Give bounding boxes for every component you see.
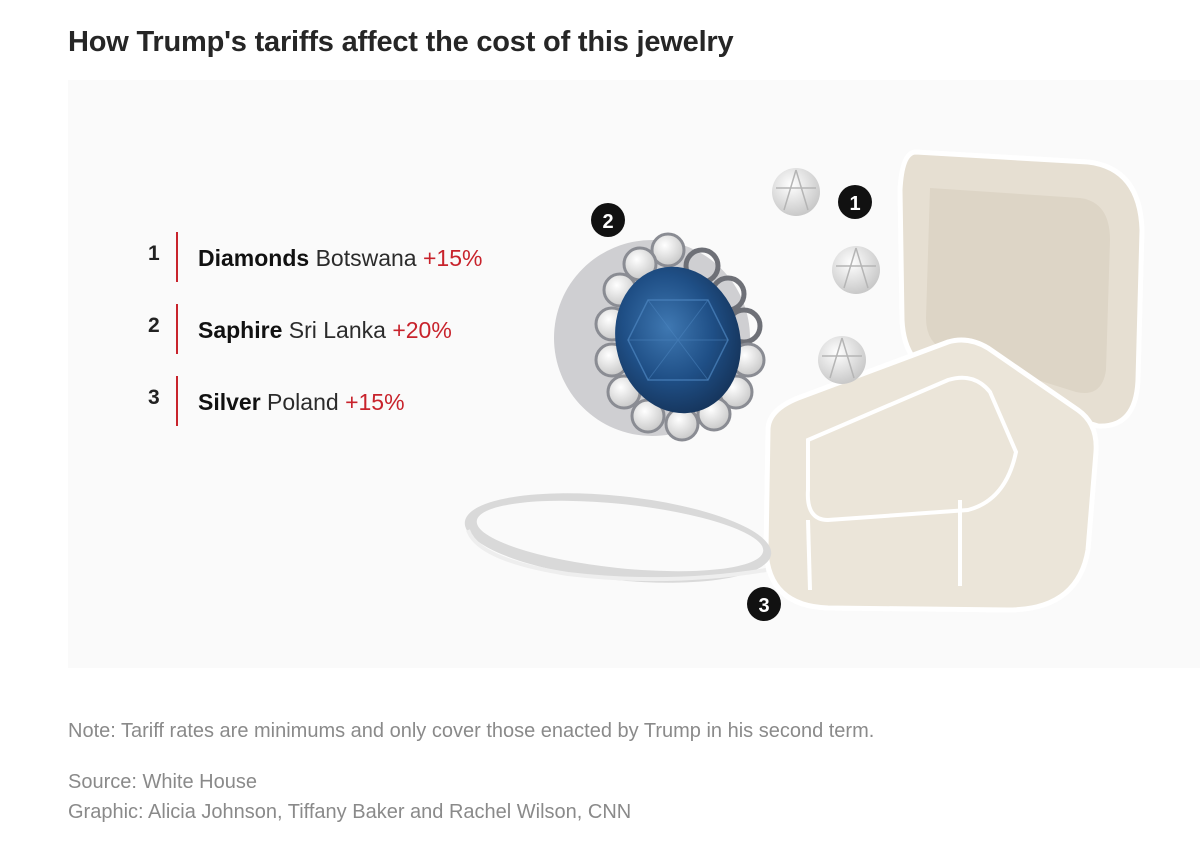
legend-rate: +20% [392,317,452,343]
marker-1: 1 [838,185,872,219]
legend-country: Sri Lanka [288,317,386,343]
legend-row-saphire: 2 Saphire Sri Lanka +20% [68,304,488,354]
legend-number: 2 [148,314,160,337]
legend-divider [176,304,178,354]
legend-country: Botswana [315,245,417,271]
legend-material: Silver [198,389,261,415]
legend-material: Saphire [198,317,283,343]
legend-rate: +15% [345,389,405,415]
ring-box-icon [763,149,1145,613]
source-line: Source: White House [68,771,257,793]
legend-number: 1 [148,242,160,265]
legend-divider [176,232,178,282]
legend-material: Diamonds [198,245,310,271]
legend-country: Poland [267,389,339,415]
credit-line: Graphic: Alicia Johnson, Tiffany Baker a… [68,801,632,823]
marker-label: 1 [849,193,860,215]
legend-divider [176,376,178,426]
jewelry-illustration: 1 2 3 [464,149,1145,621]
legend-row-diamonds: 1 Diamonds Botswana +15% [68,232,488,282]
diamond-icon [832,246,880,294]
marker-label: 2 [602,211,613,233]
diamond-icon [772,168,820,216]
legend-number: 3 [148,386,160,409]
silver-band-icon [464,493,772,583]
diamond-icon [818,336,866,384]
marker-label: 3 [758,595,769,617]
footnote: Note: Tariff rates are minimums and only… [68,720,875,742]
marker-3: 3 [747,587,781,621]
legend-rate: +15% [422,245,483,271]
marker-2: 2 [591,203,625,237]
sapphire-ring-icon [554,232,766,442]
illustration-panel: 1 Diamonds Botswana +15% 2 Saphire Sri L… [68,80,1200,668]
page-title: How Trump's tariffs affect the cost of t… [68,26,734,58]
legend-row-silver: 3 Silver Poland +15% [68,376,488,426]
